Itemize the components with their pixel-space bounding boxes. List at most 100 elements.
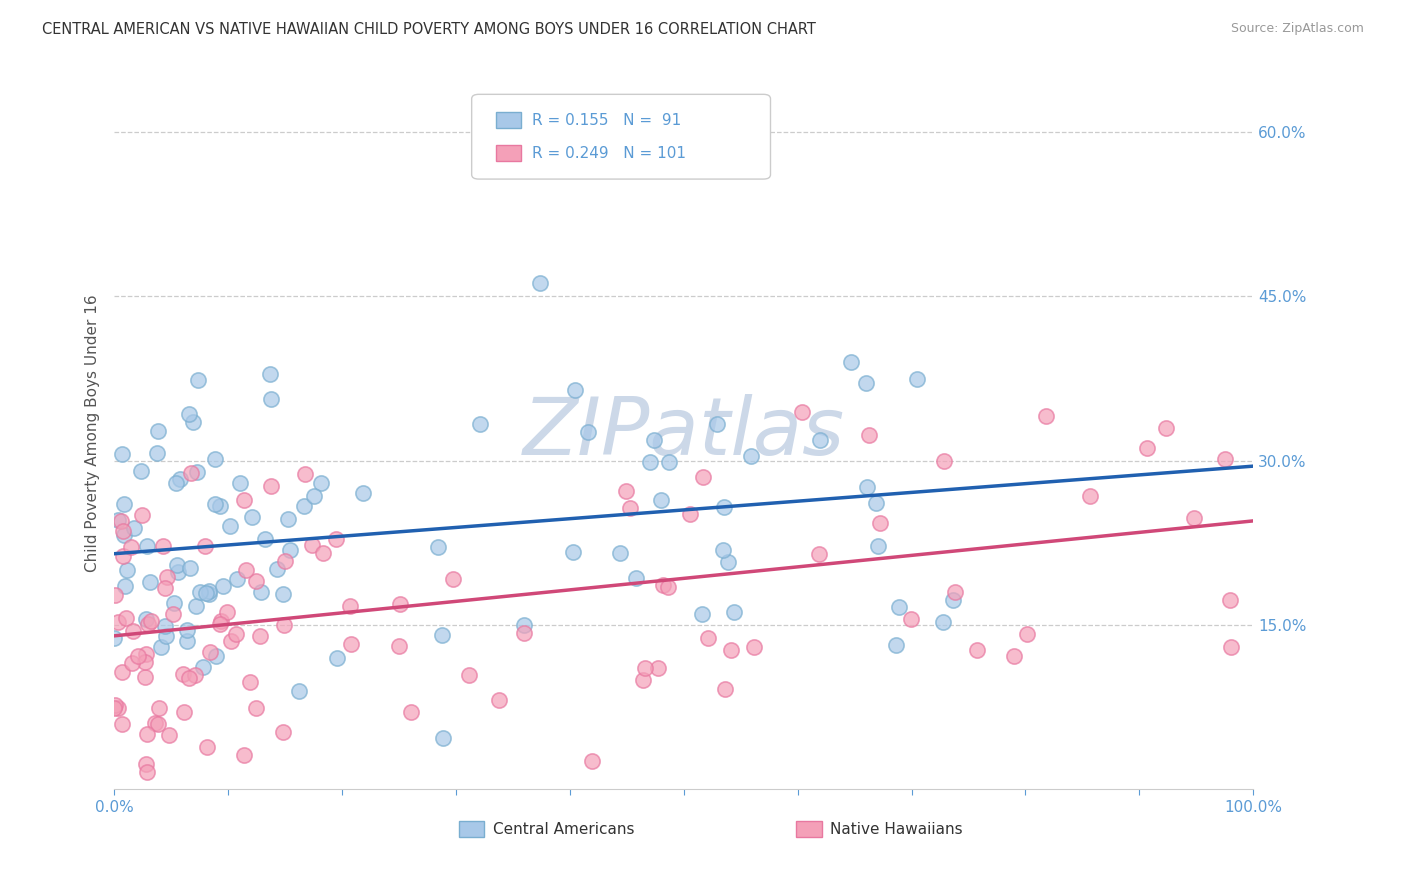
Point (717, 555, 740, 569)
Point (259, 367, 281, 381)
Point (156, 569, 179, 583)
Point (239, 675, 262, 690)
Point (808, 548, 831, 562)
Text: R = 0.249   N = 101: R = 0.249 N = 101 (531, 146, 686, 161)
Point (111, 665, 134, 679)
Point (198, 645, 221, 659)
Point (889, 599, 911, 614)
Point (103, 701, 125, 715)
Point (340, 637, 363, 651)
Point (219, 634, 242, 648)
Point (191, 659, 214, 673)
Point (1154, 421, 1177, 435)
Point (643, 434, 665, 448)
Point (966, 642, 988, 657)
Point (186, 465, 208, 479)
Point (169, 472, 191, 486)
Point (388, 640, 411, 654)
Point (166, 558, 188, 572)
Point (271, 587, 294, 601)
Point (135, 612, 157, 626)
Point (1213, 452, 1236, 467)
Point (104, 698, 127, 712)
Point (856, 480, 879, 494)
Point (157, 728, 180, 742)
Point (277, 512, 299, 526)
Point (713, 500, 735, 514)
Point (111, 447, 134, 461)
Point (690, 607, 713, 622)
Point (162, 607, 184, 621)
Text: Source: ZipAtlas.com: Source: ZipAtlas.com (1230, 22, 1364, 36)
Point (1219, 592, 1241, 607)
Point (633, 661, 655, 675)
Point (179, 561, 201, 575)
Point (855, 376, 877, 390)
Point (107, 701, 129, 715)
Point (631, 673, 654, 688)
Point (488, 693, 510, 707)
Point (943, 585, 966, 599)
Point (839, 354, 862, 368)
Point (312, 546, 335, 560)
Point (905, 372, 928, 386)
Point (866, 539, 889, 553)
Point (120, 540, 142, 554)
Point (131, 508, 153, 522)
Point (111, 524, 134, 538)
Point (135, 727, 157, 741)
Point (208, 499, 231, 513)
Point (143, 715, 166, 730)
Point (711, 542, 734, 557)
Point (225, 627, 247, 641)
Point (657, 581, 679, 595)
Point (325, 533, 347, 547)
Point (441, 572, 464, 586)
Point (301, 538, 323, 552)
Point (149, 640, 172, 654)
Point (153, 581, 176, 595)
Point (614, 484, 637, 499)
Point (198, 584, 221, 599)
Point (114, 579, 136, 593)
Point (136, 616, 159, 631)
Point (135, 647, 157, 661)
Point (173, 705, 195, 719)
Y-axis label: Child Poverty Among Boys Under 16: Child Poverty Among Boys Under 16 (86, 294, 100, 572)
Point (1219, 640, 1241, 655)
Point (107, 615, 129, 629)
Point (638, 455, 661, 469)
Point (187, 373, 209, 387)
Point (274, 554, 297, 568)
Point (884, 638, 907, 652)
Point (112, 549, 135, 563)
Point (103, 631, 125, 645)
Point (652, 578, 675, 592)
Point (1035, 409, 1057, 424)
Point (254, 532, 277, 546)
Point (110, 514, 132, 528)
Point (134, 655, 156, 669)
Point (148, 425, 170, 439)
Point (326, 651, 349, 665)
Point (176, 634, 198, 648)
Point (1017, 627, 1039, 641)
Point (713, 681, 735, 696)
Point (647, 661, 669, 675)
Point (121, 657, 143, 671)
Point (186, 599, 208, 614)
Point (166, 475, 188, 490)
Point (576, 425, 599, 439)
Point (104, 588, 127, 602)
Point (195, 586, 218, 600)
Text: Central Americans: Central Americans (492, 822, 634, 837)
Point (122, 521, 145, 535)
Point (808, 434, 831, 448)
Point (900, 612, 922, 626)
Point (388, 597, 411, 611)
Point (153, 619, 176, 633)
Point (131, 464, 153, 478)
Point (194, 539, 217, 553)
Point (204, 497, 226, 511)
Point (720, 643, 742, 657)
